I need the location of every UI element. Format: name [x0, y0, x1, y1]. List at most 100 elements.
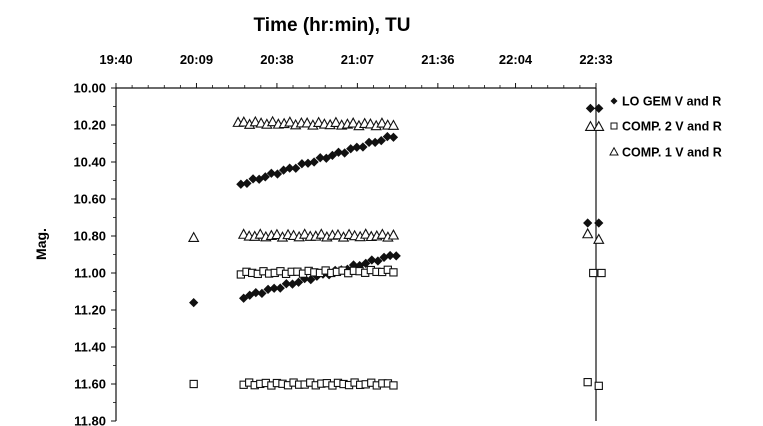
- diamond-point: [367, 255, 377, 265]
- legend-label: LO GEM V and R: [622, 95, 721, 109]
- square-point: [597, 268, 606, 278]
- triangle-point: [387, 229, 400, 240]
- square-point: [594, 381, 603, 390]
- y-tick-label: 11.00: [74, 266, 106, 281]
- triangle-point: [187, 231, 200, 242]
- diamond-point: [585, 103, 596, 113]
- diamond-point: [291, 163, 301, 173]
- triangle-point: [593, 233, 605, 244]
- y-tick-label: 10.00: [73, 81, 106, 96]
- square-point: [589, 268, 598, 278]
- diamond-point: [594, 103, 604, 113]
- plot-frame: [111, 83, 597, 422]
- triangle-point: [376, 117, 388, 128]
- triangle-point: [347, 117, 359, 128]
- y-tick-labels: 10.00 10.20 10.40 10.60 10.80 11.00 11.20 11.40…: [73, 81, 106, 426]
- diamond-point: [285, 163, 295, 173]
- legend-item: LO GEM V and R: [610, 95, 721, 109]
- diamond-point: [376, 136, 386, 146]
- triangle-point: [312, 116, 325, 127]
- y-tick-label: 10.20: [73, 118, 106, 133]
- square-point: [583, 377, 592, 387]
- diamond-point: [358, 142, 368, 152]
- diamond-point: [189, 297, 199, 308]
- diamond-point: [239, 293, 249, 303]
- y-tick-label: 11.80: [74, 414, 106, 426]
- diamond-point: [391, 251, 401, 261]
- x-tick-label: 19:40: [99, 52, 132, 67]
- diamond-point: [583, 218, 593, 228]
- data-points: [187, 103, 606, 390]
- diamond-point: [340, 148, 350, 158]
- x-tick-label: 20:09: [180, 52, 213, 67]
- diamond-point: [293, 277, 304, 287]
- triangle-point: [271, 228, 283, 240]
- x-tick-labels: 19:40 20:09 20:38 21:07 21:36 22:04 22:33: [99, 52, 612, 67]
- diamond-point: [373, 256, 383, 266]
- series-square: [189, 265, 606, 390]
- triangle-point: [332, 228, 344, 240]
- diamond-point: [385, 250, 395, 261]
- triangle-point: [238, 116, 250, 127]
- triangle-point: [315, 228, 328, 239]
- legend-item: COMP. 1 V and R: [609, 146, 722, 160]
- diamond-point: [242, 178, 252, 189]
- triangle-point: [584, 120, 597, 131]
- x-tick-label: 22:04: [499, 52, 533, 67]
- y-tick-label: 10.80: [73, 229, 106, 244]
- legend-marker-triangle: [609, 146, 619, 156]
- series-triangle: [187, 115, 605, 244]
- triangle-point: [593, 120, 605, 131]
- diamond-point: [382, 131, 392, 142]
- diamond-point: [257, 288, 267, 299]
- diamond-point: [306, 275, 316, 285]
- triangle-point: [266, 115, 279, 127]
- diamond-point: [594, 218, 604, 228]
- diamond-point: [272, 169, 283, 179]
- legend-marker-diamond: [610, 97, 618, 105]
- triangle-point: [387, 119, 400, 130]
- x-tick-label: 21:36: [421, 52, 454, 67]
- diamond-point: [333, 147, 344, 157]
- triangle-point: [298, 228, 311, 239]
- triangle-point: [284, 116, 296, 127]
- x-tick-label: 20:38: [260, 52, 293, 67]
- legend: LO GEM V and R COMP. 2 V and R COMP. 1 V a…: [609, 95, 722, 160]
- triangle-point: [359, 228, 372, 239]
- diamond-point: [327, 150, 338, 161]
- diamond-point: [321, 153, 331, 163]
- y-axis-label: Mag.: [33, 228, 49, 260]
- triangle-point: [364, 118, 377, 129]
- square-point: [389, 268, 398, 277]
- legend-label: COMP. 1 V and R: [622, 146, 722, 160]
- y-tick-label: 11.20: [74, 303, 106, 318]
- diamond-point: [309, 157, 319, 167]
- diamond-point: [251, 287, 261, 298]
- diamond-point: [388, 132, 399, 142]
- legend-marker-square: [610, 122, 618, 130]
- legend-item: COMP. 2 V and R: [610, 120, 722, 134]
- y-tick-label: 10.40: [73, 155, 106, 170]
- triangle-point: [254, 228, 267, 239]
- y-tick-label: 11.60: [74, 377, 106, 392]
- diamond-point: [361, 258, 371, 268]
- triangle-point: [301, 117, 313, 128]
- diamond-point: [275, 283, 285, 293]
- diamond-point: [315, 153, 325, 163]
- y-tick-label: 10.60: [73, 192, 106, 207]
- square-point: [189, 379, 198, 389]
- y-tick-label: 11.40: [74, 340, 106, 355]
- square-point: [389, 381, 398, 390]
- chart-title: Time (hr:min), TU: [254, 15, 411, 36]
- diamond-point: [248, 174, 258, 184]
- diamond-point: [281, 279, 291, 289]
- triangle-point: [376, 228, 389, 239]
- diamond-point: [266, 168, 276, 178]
- legend-label: COMP. 2 V and R: [622, 120, 722, 134]
- x-tick-label: 22:33: [579, 52, 612, 67]
- triangle-point: [330, 116, 342, 127]
- diamond-point: [260, 172, 270, 182]
- x-tick-label: 21:07: [341, 52, 374, 67]
- diamond-point: [364, 137, 374, 148]
